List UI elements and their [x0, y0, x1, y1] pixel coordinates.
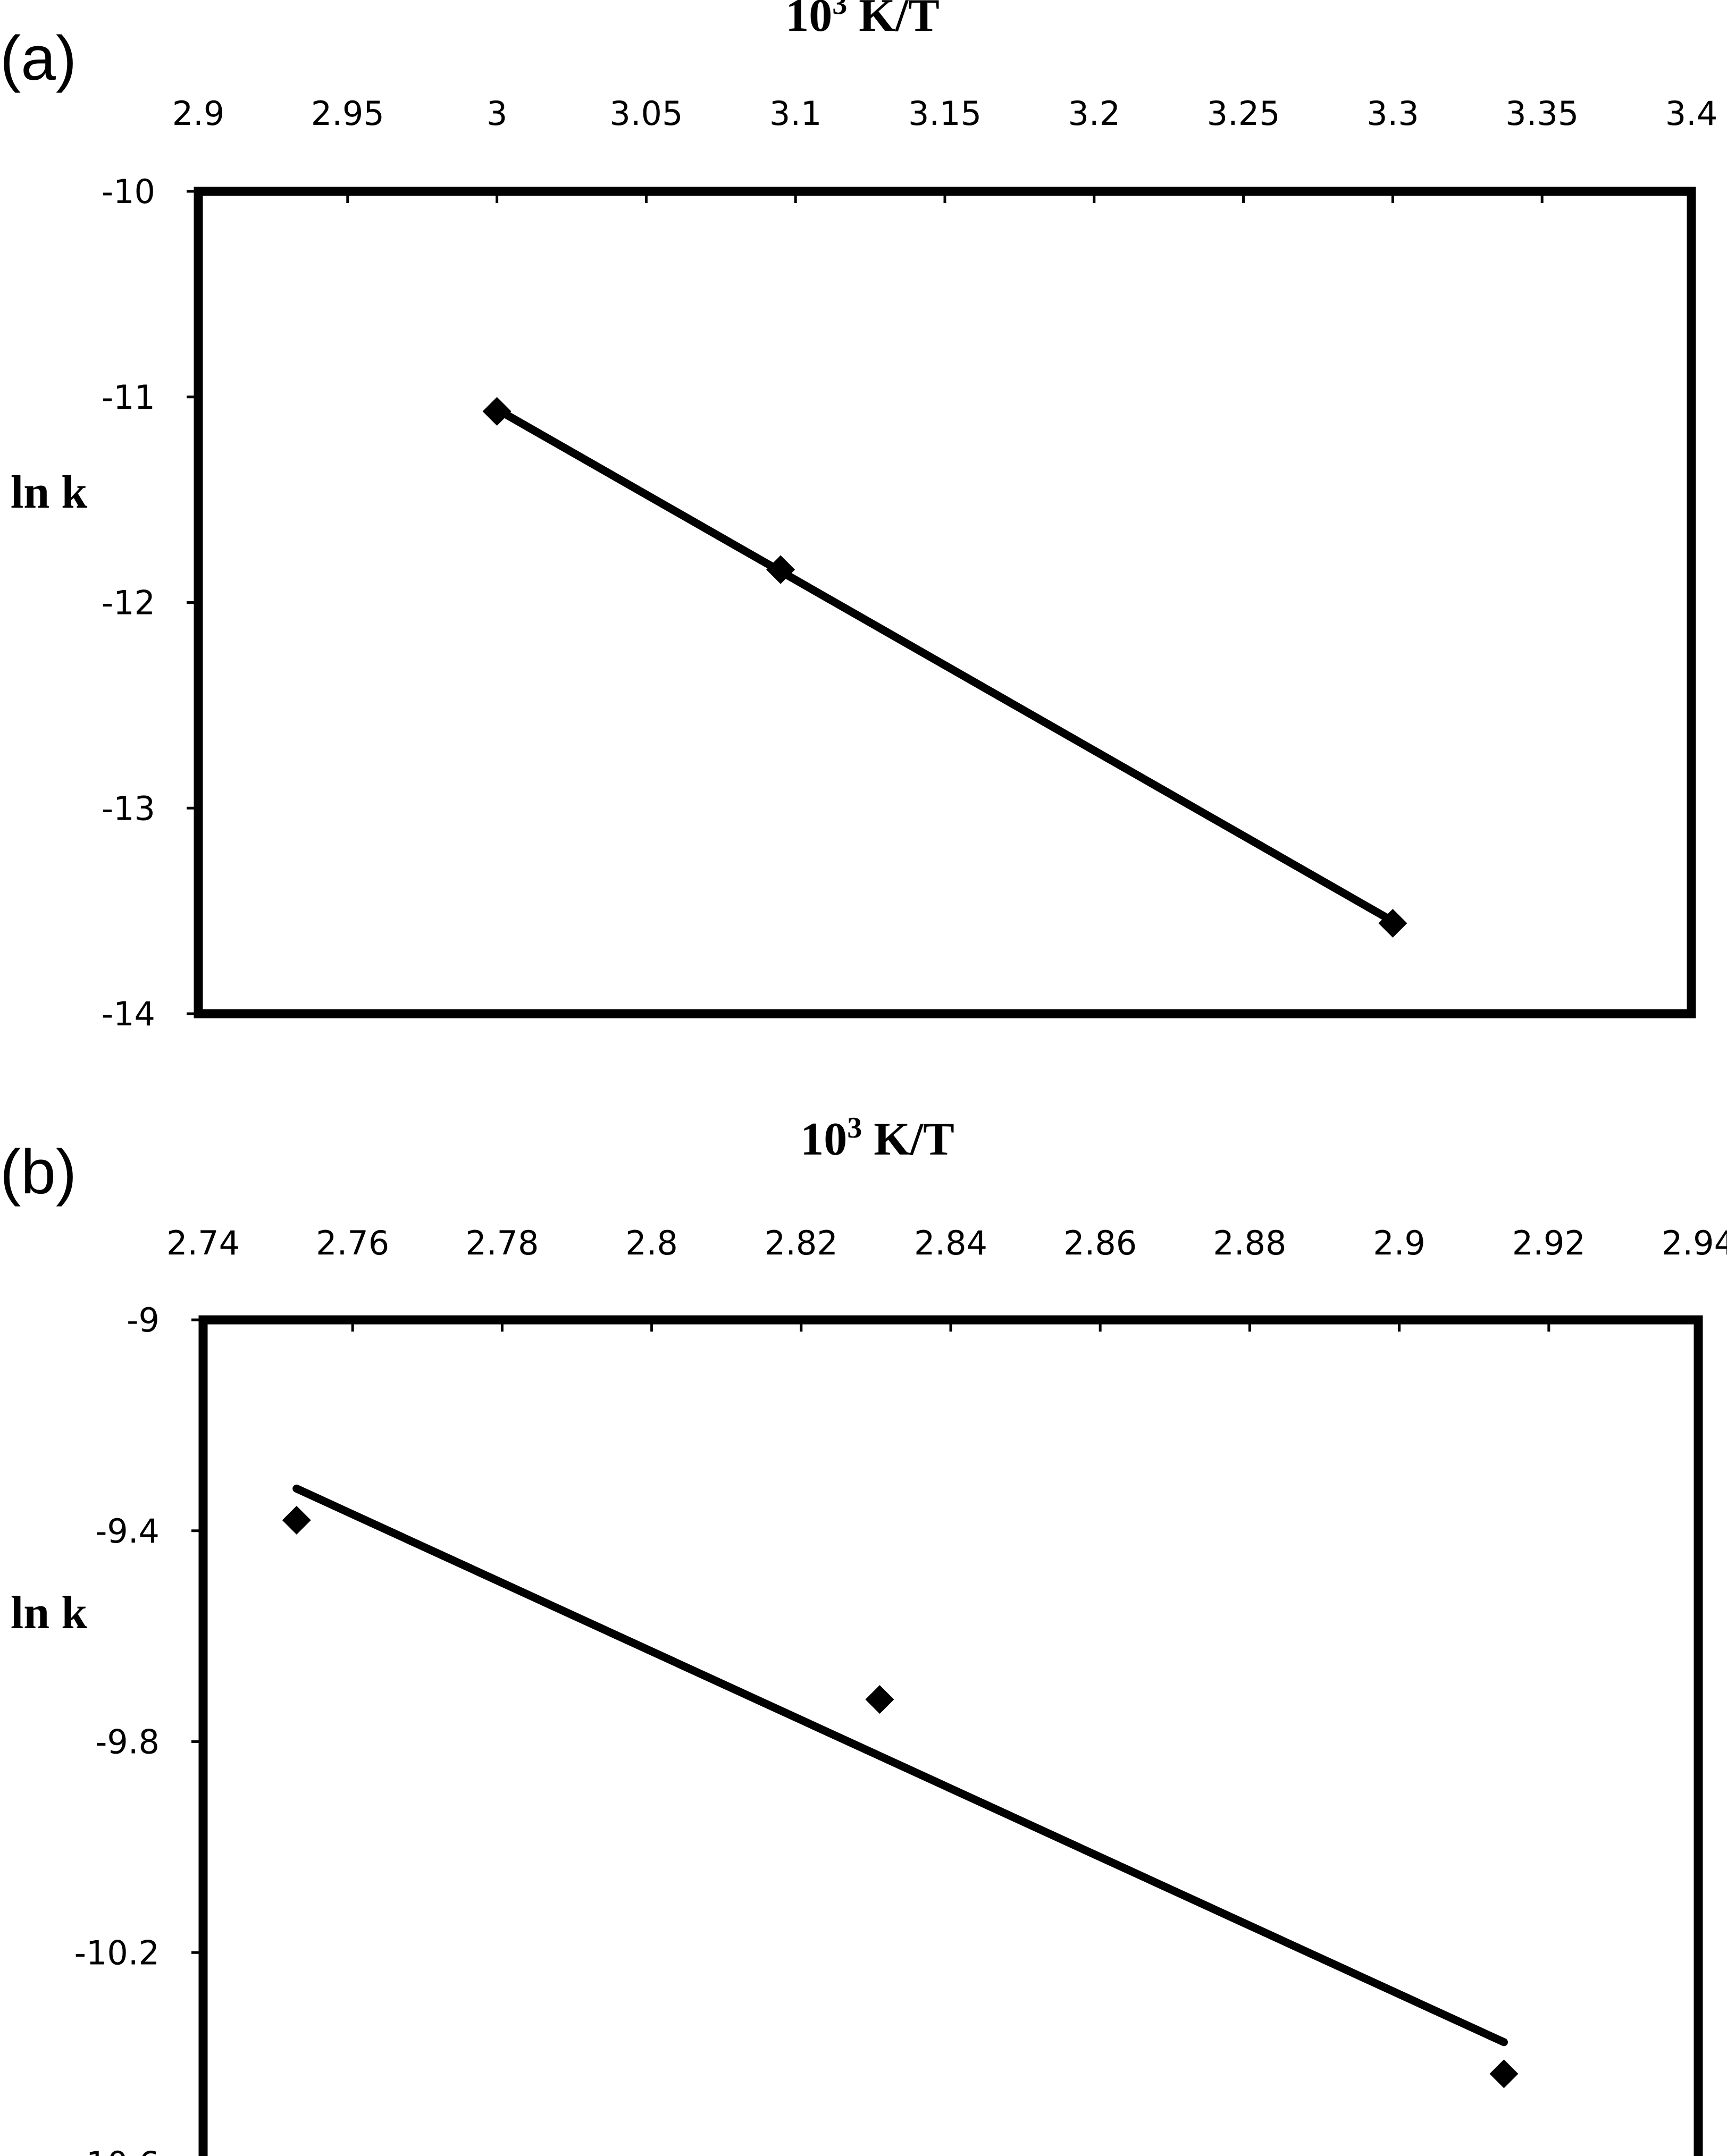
plot-frame — [198, 1315, 1703, 2156]
panel-label: (a) — [0, 23, 77, 94]
chart-panel-a: (a)103 K/Tln k2.9 2.95 3 3.05 3.1 3.15 3.2 3.25… — [0, 0, 1717, 1033]
x-tick-label: 3.25 — [1207, 94, 1280, 133]
y-tick-label: -9.8 — [95, 1723, 160, 1762]
x-tick-label: 2.95 — [311, 94, 384, 133]
chart-panel-b: (b) 103 K/T ln k 2.74 2.76 2.78 2.8 2.82 2.84 2.8… — [0, 1111, 1727, 2156]
x-tick-label: 2.76 — [316, 1224, 389, 1262]
x-tick-label: 3.3 — [1366, 94, 1419, 133]
data-point — [282, 1505, 311, 1535]
x-axis-title-base: 10 — [800, 1114, 847, 1165]
x-tick-label: 3.2 — [1068, 94, 1120, 133]
x-axis-title: 103 K/T — [800, 1111, 954, 1165]
x-tick-label: 2.92 — [1512, 1224, 1586, 1262]
x-tick-label: 2.88 — [1213, 1224, 1286, 1262]
x-tick-label: 3 — [487, 94, 507, 133]
x-axis-title-base: 10 — [785, 0, 832, 41]
x-tick-label: 2.74 — [166, 1224, 240, 1262]
x-tick-label: 3.4 — [1665, 94, 1718, 133]
y-tick-label: -12 — [102, 584, 155, 622]
x-axis-title-superscript: 3 — [847, 1111, 862, 1144]
data-point — [1378, 908, 1407, 938]
data-point — [865, 1685, 894, 1714]
y-tick-label: -10.2 — [74, 1933, 160, 1972]
x-tick-label: 2.84 — [914, 1224, 987, 1262]
x-axis-title-superscript: 3 — [832, 0, 847, 21]
y-axis-title: ln k — [11, 1587, 87, 1639]
y-axis-title: ln k — [11, 467, 87, 518]
y-tick-label: -9.4 — [95, 1512, 160, 1551]
y-tick-label: -14 — [102, 995, 155, 1033]
x-tick-label: 2.82 — [765, 1224, 838, 1262]
data-point — [766, 555, 795, 584]
y-tick-label: -11 — [102, 378, 155, 417]
plot-frame — [194, 187, 1696, 1018]
y-tick-label: -13 — [102, 789, 155, 828]
trend-line — [292, 1484, 1508, 2046]
x-axis-title-rest: K/T — [862, 1114, 954, 1165]
data-point — [1489, 2059, 1519, 2088]
y-tick-label: -9 — [127, 1301, 160, 1340]
x-tick-label: 2.8 — [625, 1224, 678, 1262]
x-axis-title: 103 K/T — [785, 0, 940, 41]
y-tick-label: -10 — [102, 172, 155, 211]
x-tick-label: 2.86 — [1063, 1224, 1137, 1262]
data-point — [482, 397, 512, 426]
x-tick-label: 3.35 — [1505, 94, 1579, 133]
x-axis-title-rest: K/T — [847, 0, 940, 41]
x-tick-label: 2.94 — [1662, 1224, 1727, 1262]
panel-label: (b) — [0, 1137, 77, 1207]
y-tick-label: -10.6 — [74, 2144, 160, 2156]
x-tick-label: 2.9 — [1373, 1224, 1426, 1262]
x-tick-label: 2.78 — [465, 1224, 539, 1262]
x-tick-label: 3.1 — [769, 94, 822, 133]
x-tick-label: 3.05 — [609, 94, 683, 133]
x-tick-label: 2.9 — [172, 94, 225, 133]
trend-line — [493, 405, 1397, 925]
x-tick-label: 3.15 — [908, 94, 982, 133]
